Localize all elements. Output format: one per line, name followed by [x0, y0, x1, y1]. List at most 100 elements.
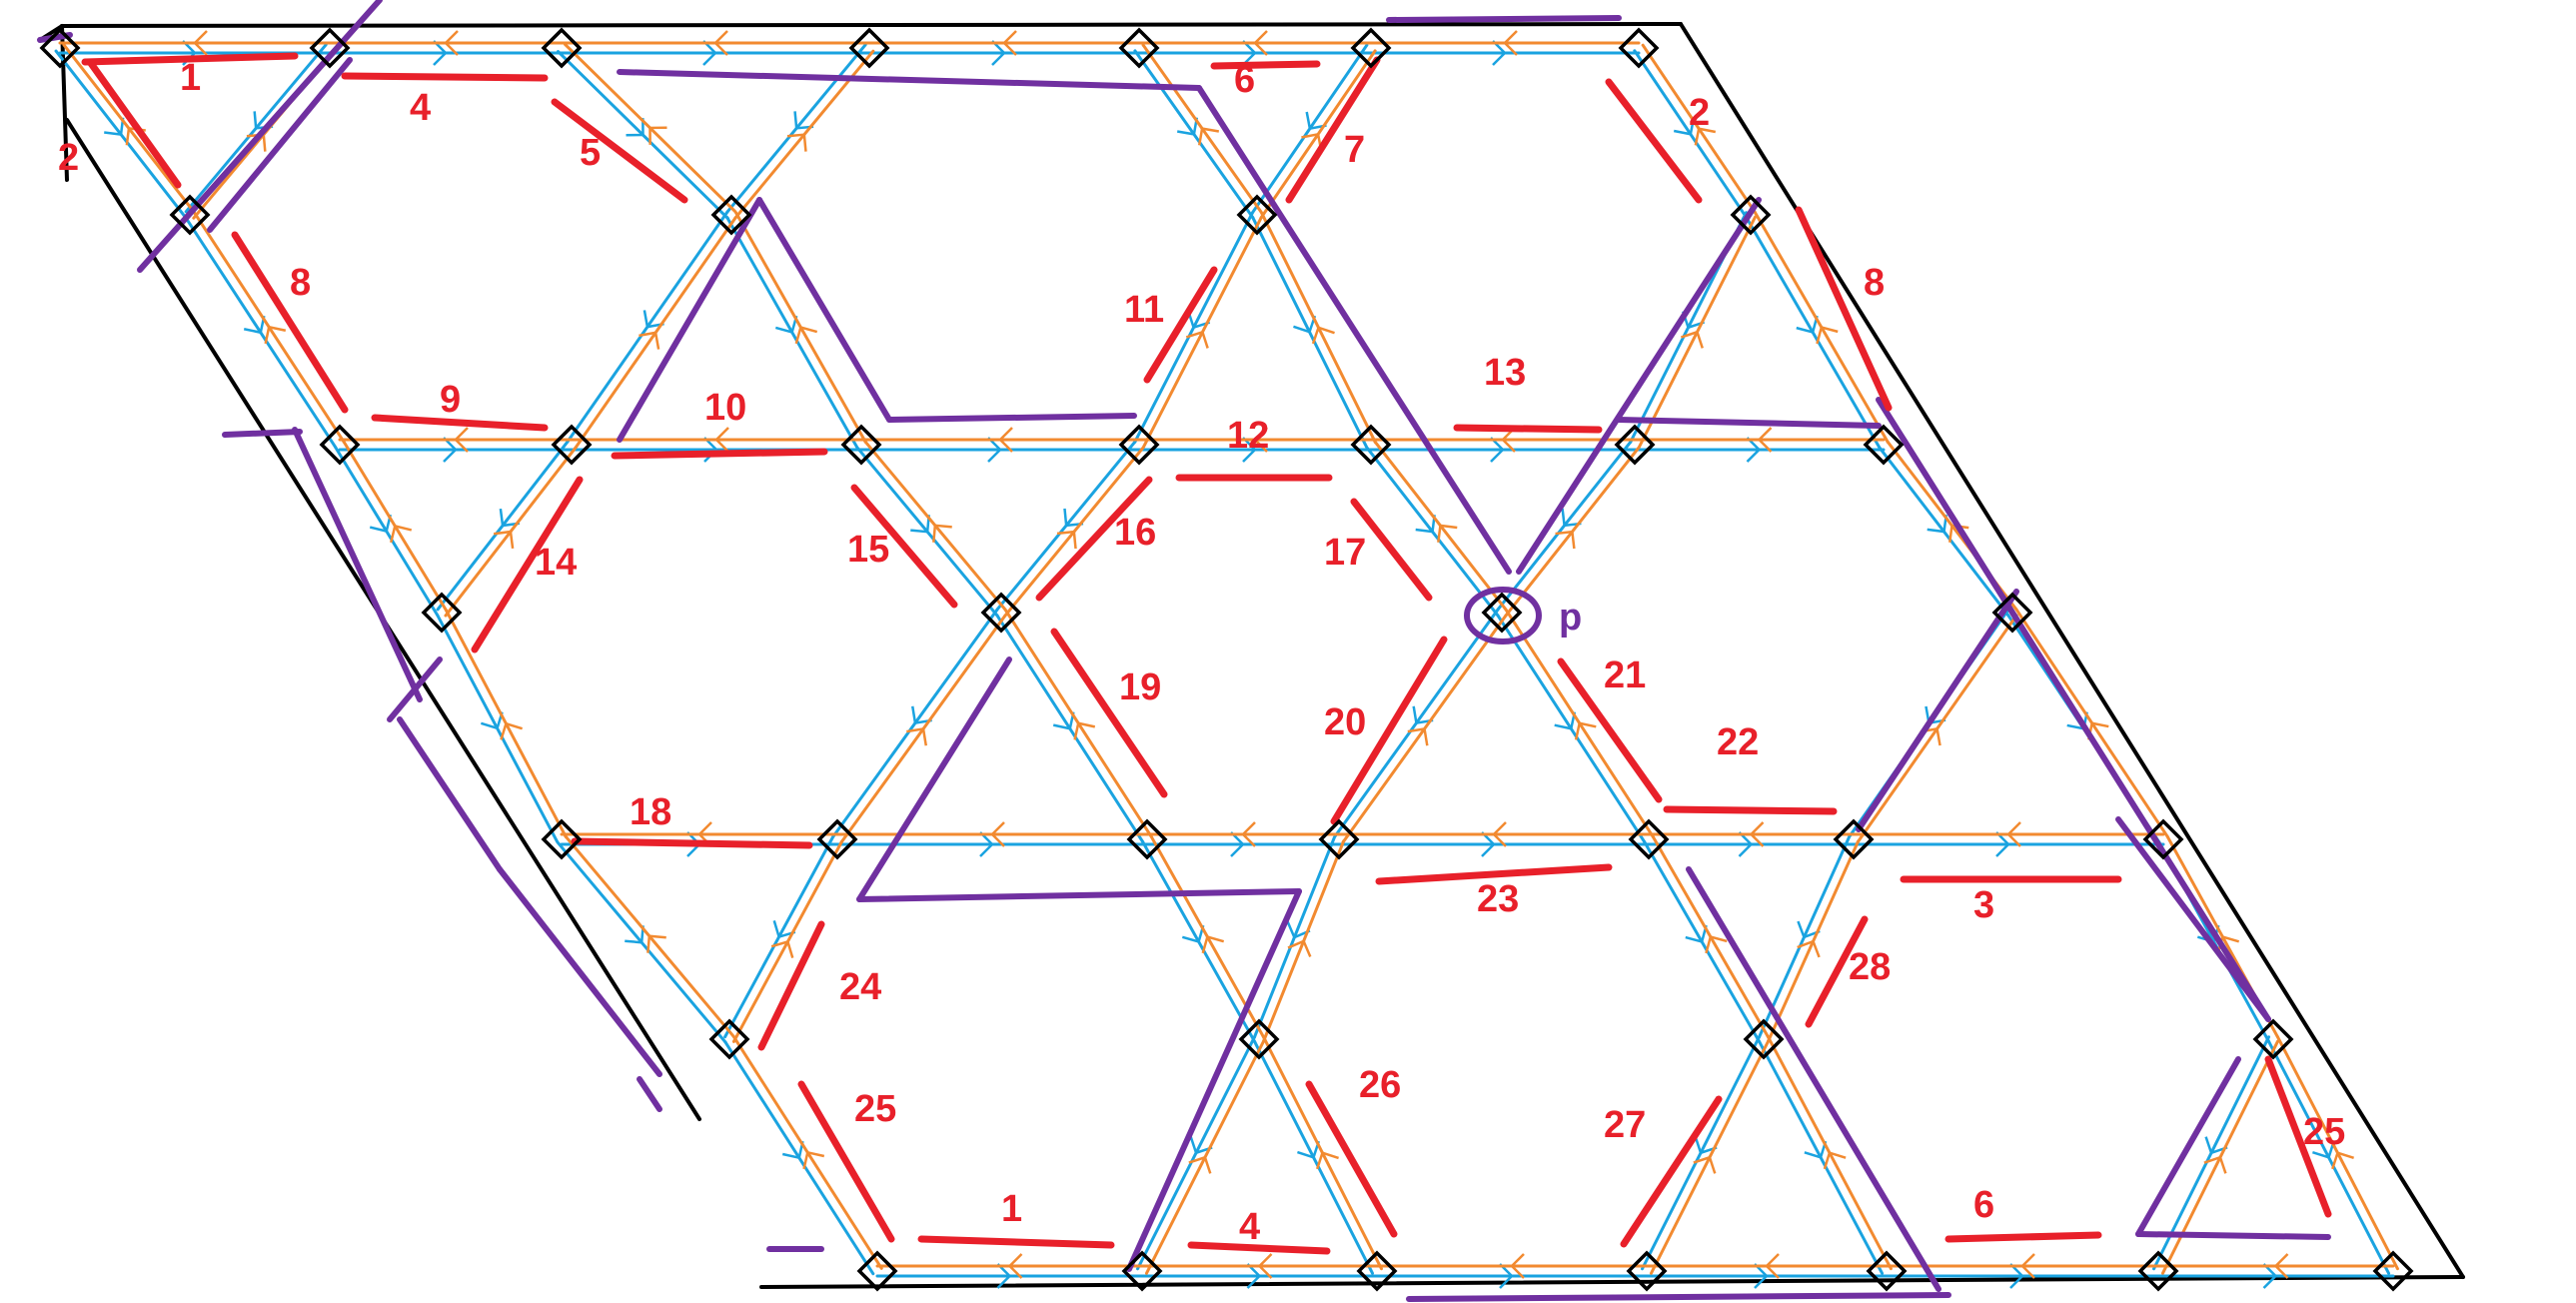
blue-arrow-mark: [1242, 437, 1257, 463]
vertex-diamond: [1236, 194, 1278, 236]
blue-arrow-mark: [1305, 111, 1327, 131]
blue-arrow-mark: [443, 437, 458, 463]
blue-arrow-mark: [1554, 711, 1577, 730]
orange-arrow-mark: [1287, 939, 1312, 957]
orange-arrow-mark: [2273, 1253, 2289, 1279]
edge-label: 1: [180, 57, 201, 99]
orange-arrow-mark: [1007, 1253, 1023, 1279]
red-edge-mark: [81, 52, 299, 66]
edge-label: 13: [1484, 352, 1526, 394]
orange-arrow-mark: [1407, 726, 1429, 746]
vertex-diamond: [421, 592, 463, 634]
blue-arrow-mark: [2312, 1140, 2335, 1159]
blue-arrow-mark: [1499, 1263, 1514, 1289]
orange-arrow-mark: [794, 326, 818, 345]
blue-arrow-mark: [2009, 1263, 2024, 1289]
blue-arrow-mark: [1181, 924, 1205, 943]
red-edge-mark: [917, 1235, 1115, 1249]
edge-label: 26: [1359, 1064, 1401, 1106]
blue-arrow-mark: [1297, 1140, 1320, 1159]
orange-arrow-mark: [990, 821, 1005, 847]
edge-label: 16: [1114, 512, 1156, 554]
border-line: [759, 1275, 2465, 1289]
edge-label: 22: [1717, 721, 1759, 763]
blue-arrow-mark: [104, 117, 125, 136]
red-edge-mark: [1187, 1241, 1331, 1255]
blue-arrow-mark: [991, 40, 1006, 66]
orange-arrow-mark: [444, 30, 459, 56]
orange-arrow-mark: [493, 530, 515, 550]
edge-label: 20: [1324, 701, 1366, 743]
blue-arrow-mark: [643, 310, 664, 329]
edge-label: 4: [410, 87, 431, 129]
blue-arrow-mark: [1694, 1136, 1718, 1155]
edge-label: 10: [704, 387, 746, 429]
edge-label: 6: [1234, 59, 1255, 101]
blue-arrow-mark: [2262, 1263, 2278, 1289]
red-edge-mark: [571, 837, 813, 849]
edge-label: 24: [839, 966, 881, 1008]
blue-arrow-mark: [910, 515, 930, 534]
purple-path: [37, 0, 2331, 1302]
red-edge-mark: [1557, 657, 1663, 803]
vertex-markers: [39, 27, 2414, 1292]
red-edge-mark: [1795, 206, 1893, 412]
red-edge-mark: [551, 98, 688, 204]
blue-arrow-mark: [2204, 1136, 2228, 1155]
red-edge-mark: [1305, 1080, 1398, 1238]
purple-segment: [1126, 888, 1302, 1272]
edge-label: 9: [440, 379, 461, 421]
orange-arrow-mark: [1056, 530, 1077, 550]
orange-arrow-mark: [1201, 935, 1225, 954]
edge-label: 19: [1119, 666, 1161, 708]
blue-arrow-mark: [1481, 831, 1496, 857]
purple-segment: [1406, 1292, 1951, 1302]
orange-arrow-mark: [1555, 530, 1576, 550]
orange-arrow-mark: [714, 427, 729, 453]
orange-arrow-mark: [1437, 524, 1458, 543]
orange-arrow-mark: [646, 934, 666, 953]
blue-arrow-mark: [1490, 437, 1505, 463]
edge-label: 8: [1864, 262, 1885, 304]
vertex-diamond: [1614, 424, 1656, 466]
orange-arrow-mark: [906, 726, 927, 746]
edge-label: 28: [1849, 946, 1891, 988]
orange-lattice: [58, 30, 2399, 1279]
purple-segment: [207, 57, 353, 233]
red-edge-mark: [611, 448, 828, 460]
red-edge-mark: [86, 58, 182, 189]
orange-arrow-mark: [1316, 1151, 1339, 1170]
vertex-diamond: [1121, 1250, 1163, 1292]
vertex-diamond: [2142, 818, 2184, 860]
vertex-diamond: [856, 1250, 898, 1292]
vertex-diamond: [541, 818, 583, 860]
edge-label: 17: [1324, 532, 1366, 574]
edge-label: 15: [847, 529, 889, 571]
border-line: [60, 22, 1683, 28]
red-edge-marks: [81, 52, 2332, 1255]
red-edge-mark: [2264, 1055, 2332, 1218]
blue-arrow-mark: [1561, 508, 1582, 528]
blue-arrow-mark: [1797, 920, 1821, 939]
vertex-diamond: [2252, 1018, 2294, 1060]
blue-arrow-mark: [1685, 924, 1708, 944]
vertex-diamond: [1628, 818, 1670, 860]
vertex-diamond: [1863, 424, 1905, 466]
vertex-diamond: [1350, 27, 1392, 69]
blue-arrow-mark: [793, 111, 814, 130]
vertex-diamond: [1126, 818, 1168, 860]
purple-segment: [292, 427, 423, 702]
orange-arrow-mark: [1253, 427, 1268, 453]
blue-arrow-mark: [1246, 1263, 1262, 1289]
vertex-diamond: [1833, 818, 1875, 860]
red-edge-mark: [1330, 636, 1448, 825]
orange-arrow-mark: [1749, 821, 1765, 847]
blue-arrow-mark: [1804, 1140, 1828, 1159]
vertex-diamond: [1866, 1250, 1908, 1292]
orange-arrow-mark: [1257, 1253, 1273, 1279]
blue-arrow-mark: [480, 711, 504, 730]
blue-arrow-mark: [499, 508, 521, 528]
red-edge-mark: [1620, 1095, 1723, 1248]
vertex-diamond: [1626, 1250, 1668, 1292]
